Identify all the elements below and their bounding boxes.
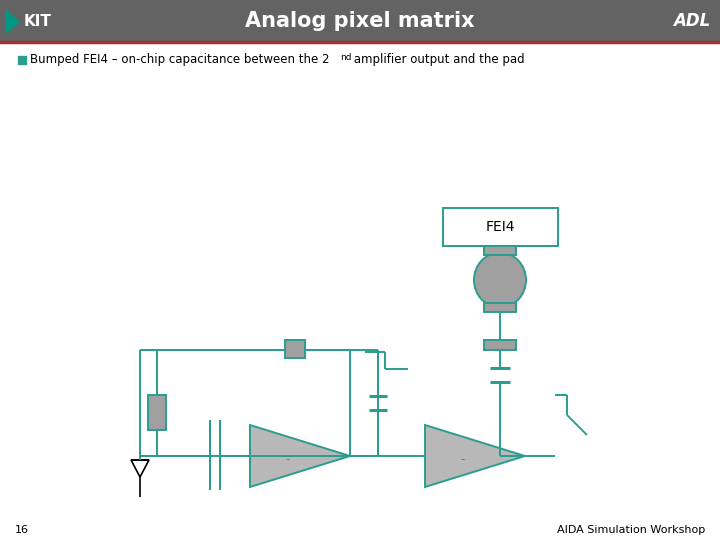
Text: amplifier output and the pad: amplifier output and the pad [350, 53, 525, 66]
Bar [484, 303, 516, 312]
Text: -: - [285, 454, 289, 467]
Bar [443, 208, 558, 246]
Bar [18, 56, 26, 64]
Text: nd: nd [340, 52, 351, 62]
Text: 16: 16 [15, 525, 29, 535]
Bar [148, 395, 166, 430]
Bar [285, 340, 305, 358]
Text: ADL: ADL [672, 12, 710, 30]
Bar [484, 246, 516, 255]
Text: FEI4: FEI4 [486, 220, 516, 234]
Text: -: - [460, 454, 464, 467]
Polygon shape [425, 425, 525, 487]
Ellipse shape [474, 253, 526, 307]
Text: KIT: KIT [24, 14, 52, 29]
Polygon shape [250, 425, 350, 487]
Polygon shape [5, 8, 20, 35]
Bar [484, 340, 516, 350]
Text: Analog pixel matrix: Analog pixel matrix [246, 11, 474, 31]
Text: Bumped FEI4 – on-chip capacitance between the 2: Bumped FEI4 – on-chip capacitance betwee… [30, 53, 330, 66]
Bar [0, 0, 720, 42]
Text: AIDA Simulation Workshop: AIDA Simulation Workshop [557, 525, 705, 535]
